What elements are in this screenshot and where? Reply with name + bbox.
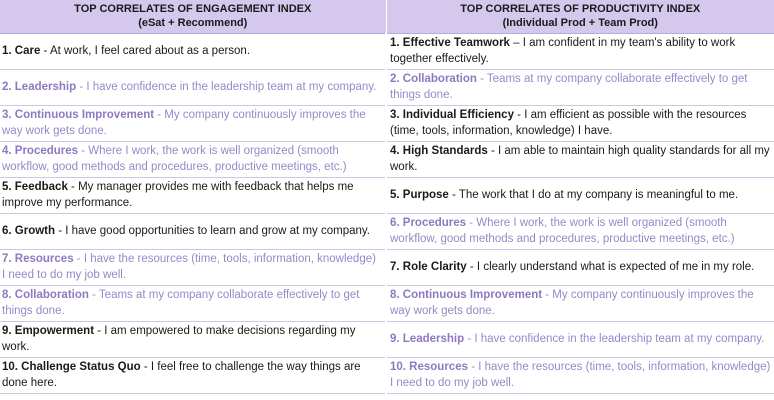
engagement-item-text: - I feel free to challenge the way thing… [2, 361, 361, 389]
productivity-item-text: - I am efficient as possible with the re… [390, 109, 747, 137]
productivity-cell: 6. Procedures - Where I work, the work i… [385, 213, 774, 250]
engagement-item-label: 9. Empowerment [2, 325, 95, 337]
engagement-item-text: - I have confidence in the leadership te… [76, 80, 377, 93]
productivity-item-text: - I am able to maintain high quality sta… [390, 145, 770, 173]
productivity-item-text: - My company continuously improves the w… [390, 289, 754, 317]
header-row: TOP CORRELATES OF ENGAGEMENT INDEX (eSat… [0, 0, 774, 34]
productivity-item-label: 7. Role Clarity [390, 260, 467, 273]
productivity-item-text: – I am confident in my team's ability to… [390, 37, 736, 65]
engagement-item-label: 7. Resources [2, 253, 74, 265]
productivity-item-label: 4. High Standards [390, 145, 488, 157]
productivity-cell: 7. Role Clarity - I clearly understand w… [385, 249, 774, 286]
engagement-header-title: TOP CORRELATES OF ENGAGEMENT INDEX [74, 3, 312, 15]
table-row: 6. Growth - I have good opportunities to… [0, 213, 774, 250]
engagement-item-text: - My manager provides me with feedback t… [2, 181, 354, 209]
engagement-cell: 9. Empowerment - I am empowered to make … [0, 321, 386, 358]
table-row: 5. Feedback - My manager provides me wit… [0, 177, 774, 214]
engagement-cell: 4. Procedures - Where I work, the work i… [0, 141, 386, 178]
engagement-item-label: 2. Leadership [2, 80, 77, 93]
engagement-cell: 10. Challenge Status Quo - I feel free t… [0, 357, 386, 394]
productivity-item-text: - Teams at my company collaborate effect… [390, 73, 748, 101]
engagement-item-label: 8. Collaboration [2, 289, 89, 301]
productivity-item-text: - I clearly understand what is expected … [466, 260, 755, 273]
engagement-item-label: 10. Challenge Status Quo [2, 361, 141, 373]
engagement-item-label: 4. Procedures [2, 145, 79, 157]
productivity-cell: 3. Individual Efficiency - I am efficien… [385, 105, 774, 142]
productivity-cell: 8. Continuous Improvement - My company c… [385, 285, 774, 322]
engagement-item-text: - I am empowered to make decisions regar… [2, 325, 356, 353]
productivity-cell: 4. High Standards - I am able to maintai… [385, 141, 774, 178]
engagement-cell: 3. Continuous Improvement - My company c… [0, 105, 386, 142]
productivity-cell: 2. Collaboration - Teams at my company c… [385, 69, 774, 106]
engagement-item-text: - Teams at my company collaborate effect… [2, 289, 360, 317]
productivity-item-label: 5. Purpose [390, 188, 449, 201]
productivity-header-title: TOP CORRELATES OF PRODUCTIVITY INDEX [460, 3, 701, 15]
table-row: 3. Continuous Improvement - My company c… [0, 105, 774, 142]
table-row: 2. Leadership - I have confidence in the… [0, 69, 774, 106]
engagement-item-text: - I have the resources (time, tools, inf… [2, 253, 376, 281]
productivity-cell: 1. Effective Teamwork – I am confident i… [385, 33, 774, 70]
productivity-cell: 5. Purpose - The work that I do at my co… [385, 177, 774, 214]
productivity-item-label: 8. Continuous Improvement [390, 289, 543, 301]
productivity-item-text: - I have confidence in the leadership te… [464, 332, 765, 345]
table-row: 9. Empowerment - I am empowered to make … [0, 321, 774, 358]
productivity-cell: 9. Leadership - I have confidence in the… [385, 321, 774, 358]
productivity-item-text: - Where I work, the work is well organiz… [390, 217, 735, 245]
productivity-item-label: 10. Resources [390, 361, 468, 373]
table-row: 8. Collaboration - Teams at my company c… [0, 285, 774, 322]
productivity-item-label: 1. Effective Teamwork [390, 37, 510, 49]
engagement-cell: 8. Collaboration - Teams at my company c… [0, 285, 386, 322]
table-row: 4. Procedures - Where I work, the work i… [0, 141, 774, 178]
table-row: 10. Challenge Status Quo - I feel free t… [0, 357, 774, 394]
engagement-header-subtitle: (eSat + Recommend) [138, 17, 248, 29]
productivity-item-text: - I have the resources (time, tools, inf… [390, 361, 771, 389]
productivity-item-label: 6. Procedures [390, 217, 467, 229]
engagement-item-label: 6. Growth [2, 224, 56, 237]
engagement-item-label: 1. Care [2, 44, 41, 57]
engagement-cell: 1. Care - At work, I feel cared about as… [0, 33, 386, 70]
productivity-item-label: 3. Individual Efficiency [390, 109, 514, 121]
engagement-item-label: 3. Continuous Improvement [2, 109, 155, 121]
engagement-cell: 5. Feedback - My manager provides me wit… [0, 177, 386, 214]
engagement-item-text: - I have good opportunities to learn and… [55, 224, 370, 237]
engagement-header: TOP CORRELATES OF ENGAGEMENT INDEX (eSat… [0, 0, 386, 34]
engagement-item-text: - My company continuously improves the w… [2, 109, 366, 137]
productivity-item-label: 2. Collaboration [390, 73, 477, 85]
engagement-item-text: - At work, I feel cared about as a perso… [40, 44, 251, 57]
table-row: 7. Resources - I have the resources (tim… [0, 249, 774, 286]
engagement-cell: 2. Leadership - I have confidence in the… [0, 69, 386, 106]
table-row: 1. Care - At work, I feel cared about as… [0, 33, 774, 70]
productivity-header-subtitle: (Individual Prod + Team Prod) [502, 17, 658, 29]
engagement-item-text: - Where I work, the work is well organiz… [2, 145, 347, 173]
engagement-cell: 6. Growth - I have good opportunities to… [0, 213, 386, 250]
engagement-item-label: 5. Feedback [2, 181, 68, 193]
productivity-header: TOP CORRELATES OF PRODUCTIVITY INDEX (In… [385, 0, 774, 34]
productivity-item-text: - The work that I do at my company is me… [448, 188, 739, 201]
productivity-cell: 10. Resources - I have the resources (ti… [385, 357, 774, 394]
productivity-item-label: 9. Leadership [390, 332, 465, 345]
engagement-cell: 7. Resources - I have the resources (tim… [0, 249, 386, 286]
